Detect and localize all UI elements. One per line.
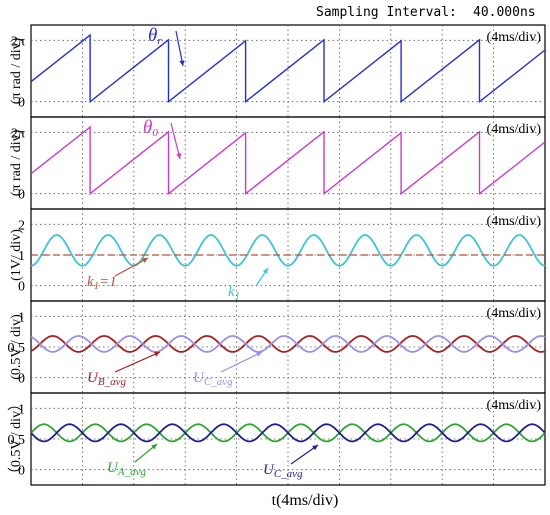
sampling-interval-value: 40.000ns (473, 5, 536, 20)
y-tick-label: 0.5 (8, 433, 26, 448)
panel-timebase-label: (4ms/div) (487, 214, 542, 229)
annotation-uc-avg-arrow (220, 351, 263, 373)
y-axis-label: (1V/ div) (9, 229, 24, 281)
panel-timebase-label: (4ms/div) (487, 306, 542, 321)
panel-1: 0 2π (4ms/div) (π rad / div) θr (9, 24, 546, 118)
y-tick-label: 0.5 (8, 341, 26, 356)
annotation-arrowhead (179, 60, 185, 66)
y-tick-label: 0 (18, 372, 25, 387)
series-r-line (30, 33, 546, 104)
annotation-uc-avg-arrow (290, 444, 319, 465)
annotation-arrowhead (176, 153, 182, 159)
y-tick-label: 0 (18, 464, 25, 479)
series-uc-avg-line (30, 423, 546, 443)
annotation-arrowhead (154, 351, 160, 357)
y-axis-label: (π rad / div) (9, 37, 24, 104)
panel-2: 0 2π (4ms/div) (π rad / div) θ0 (9, 116, 546, 210)
annotation-ua-avg-label: UA_avg (107, 460, 146, 478)
panel-timebase-label: (4ms/div) (487, 398, 542, 413)
series-k1-line (30, 234, 546, 267)
annotation-ub-avg-arrow (114, 351, 161, 373)
y-tick-label: 0 (18, 280, 25, 295)
y-tick-label: 0 (18, 96, 25, 111)
y-tick-label: 2π (11, 126, 25, 141)
annotation-0-label: θ0 (143, 117, 158, 139)
annotation-r-label: θr (148, 25, 162, 47)
y-axis-label: （0.5V / div） (8, 397, 24, 481)
annotation-ub-avg-label: UB_avg (87, 370, 126, 388)
y-axis-label: (0.5V / div) (9, 314, 24, 380)
sampling-interval-label: Sampling Interval: (316, 5, 457, 20)
panel-timebase-label: (4ms/div) (487, 122, 542, 137)
annotation-k1-1-label: k1=1 (87, 274, 117, 292)
annotation-arrowhead (262, 268, 268, 274)
annotation-k1-label: k1 (228, 284, 240, 302)
x-axis-label: t(4ms/div) (272, 492, 339, 509)
annotation-arrowhead (151, 444, 157, 450)
panel-timebase-label: (4ms/div) (487, 30, 542, 45)
annotation-arrowhead (256, 352, 262, 357)
annotation-uc-avg-label: UC_avg (263, 462, 303, 480)
y-tick-label: 2π (11, 34, 25, 49)
panel-4: 0 0.5 1 (4ms/div) (0.5V / div) UB_avg UC_avg (8, 300, 546, 394)
annotation-uc-avg-label: UC_avg (193, 370, 233, 388)
annotation-k1-1-arrow (114, 257, 149, 277)
y-tick-label: 1 (18, 402, 25, 417)
annotation-arrowhead (142, 258, 148, 263)
panel-5: 0 0.5 1 (4ms/div) （0.5V / div） UA_avg UC_avg (8, 392, 546, 486)
y-tick-label: 0 (18, 188, 25, 203)
y-tick-label: 2 (18, 218, 25, 233)
y-tick-label: 1 (18, 249, 25, 264)
panel-3: 0 1 2 (4ms/div) (1V/ div) k1 k1=1 (9, 208, 546, 302)
annotation-0-arrow (170, 122, 181, 160)
y-tick-label: 1 (18, 310, 25, 325)
annotation-r-arrow (175, 30, 184, 67)
series-0-line (30, 125, 546, 196)
annotation-arrowhead (312, 445, 318, 451)
y-axis-label: (π rad / div) (9, 129, 24, 196)
series-uc-avg-line (30, 335, 546, 353)
